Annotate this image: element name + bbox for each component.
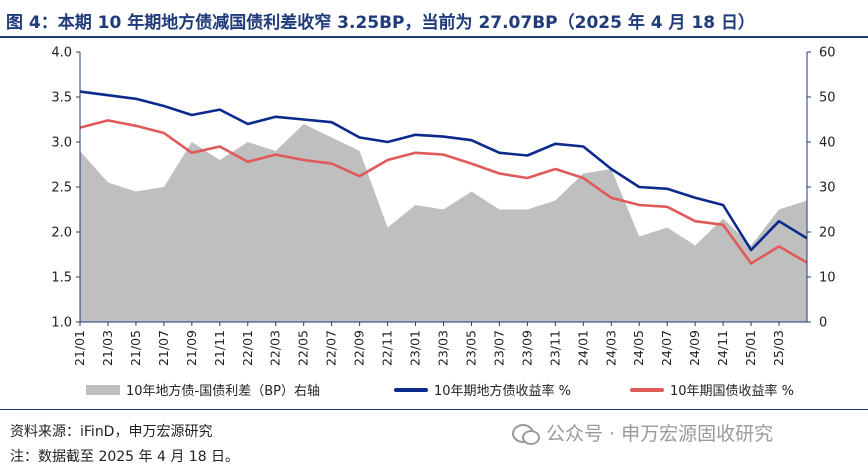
y-tick-label-left: 3.0	[51, 136, 72, 151]
chart-title: 图 4：本期 10 年期地方债减国债利差收窄 3.25BP，当前为 27.07B…	[6, 13, 756, 33]
legend-item-local: 10年期地方债收益率 %	[394, 380, 571, 399]
watermark-text: 公众号 · 申万宏源固收研究	[546, 423, 774, 445]
x-tick-label: 21/05	[128, 330, 143, 366]
legend-swatch-spread	[86, 384, 120, 395]
legend: 10年地方债-国债利差（BP）右轴 10年期地方债收益率 % 10年期国债收益率…	[0, 376, 868, 400]
legend-swatch-local	[394, 387, 428, 392]
footer-rule	[0, 409, 868, 410]
x-tick-label: 24/05	[631, 330, 646, 366]
x-tick-label: 23/09	[519, 330, 534, 366]
series-line-govt	[79, 119, 808, 265]
y-tick-label-right: 60	[819, 46, 836, 61]
title-bar: 图 4：本期 10 年期地方债减国债利差收窄 3.25BP，当前为 27.07B…	[0, 0, 868, 34]
x-tick-label: 22/09	[352, 330, 367, 366]
spread-area-layer	[80, 124, 807, 322]
x-tick-label: 23/01	[408, 330, 423, 366]
x-tick-label: 21/07	[156, 330, 171, 366]
source-note: 资料来源：iFinD，申万宏源研究	[10, 424, 213, 440]
x-tick-label: 22/01	[240, 330, 255, 366]
legend-label-spread: 10年地方债-国债利差（BP）右轴	[126, 384, 320, 399]
y-tick-label-right: 10	[819, 271, 836, 286]
wechat-icon	[512, 422, 540, 445]
x-tick-label: 22/03	[268, 330, 283, 366]
x-tick-label: 24/03	[603, 330, 618, 366]
legend-label-govt: 10年期国债收益率 %	[670, 384, 795, 399]
x-tick-label: 23/03	[436, 330, 451, 366]
title-rule	[0, 36, 868, 38]
x-tick-label: 24/01	[575, 330, 590, 366]
x-tick-label: 25/03	[771, 330, 786, 366]
y-tick-label-right: 40	[819, 136, 836, 151]
axes-layer	[76, 51, 811, 326]
y-tick-label-left: 2.5	[51, 181, 72, 196]
tick-labels-layer: 1.0 1.5 2.0 2.5 3.0 3.5 4.0 0 10 20 30 40 50 60 21/01 2…	[51, 46, 835, 367]
x-tick-label: 21/11	[212, 330, 227, 366]
legend-item-spread: 10年地方债-国债利差（BP）右轴	[86, 380, 320, 399]
y-tick-label-left: 2.0	[51, 226, 72, 241]
spread-area	[80, 124, 807, 322]
y-tick-label-left: 3.5	[51, 91, 72, 106]
x-tick-label: 21/03	[100, 330, 115, 366]
x-tick-label: 24/09	[687, 330, 702, 366]
x-tick-label: 24/11	[715, 330, 730, 366]
x-tick-label: 25/01	[743, 330, 758, 366]
y-tick-label-left: 1.0	[51, 316, 72, 331]
x-tick-label: 24/07	[659, 330, 674, 366]
y-tick-label-right: 30	[819, 181, 836, 196]
legend-item-govt: 10年期国债收益率 %	[630, 380, 794, 399]
series-line-local	[79, 90, 808, 252]
x-tick-label: 23/07	[491, 330, 506, 366]
chart: 1.0 1.5 2.0 2.5 3.0 3.5 4.0 0 10 20 30 40 50 60 21/01 2…	[51, 46, 835, 367]
y-tick-label-right: 20	[819, 226, 836, 241]
x-tick-label: 22/05	[296, 330, 311, 366]
x-tick-label: 23/05	[463, 330, 478, 366]
x-tick-label: 22/11	[380, 330, 395, 366]
date-note: 注：数据截至 2025 年 4 月 18 日。	[10, 449, 240, 465]
y-tick-label-right: 50	[819, 91, 836, 106]
y-tick-label-left: 1.5	[51, 271, 72, 286]
line-layer	[79, 90, 808, 265]
x-tick-label: 22/07	[324, 330, 339, 366]
legend-swatch-govt	[630, 387, 664, 392]
x-tick-label: 23/11	[547, 330, 562, 366]
y-tick-label-left: 4.0	[51, 46, 72, 61]
x-tick-label: 21/01	[72, 330, 87, 366]
x-tick-label: 21/09	[184, 330, 199, 366]
legend-label-local: 10年期地方债收益率 %	[434, 384, 572, 399]
y-tick-label-right: 0	[819, 316, 827, 331]
watermark: 公众号 · 申万宏源固收研究	[512, 419, 773, 446]
